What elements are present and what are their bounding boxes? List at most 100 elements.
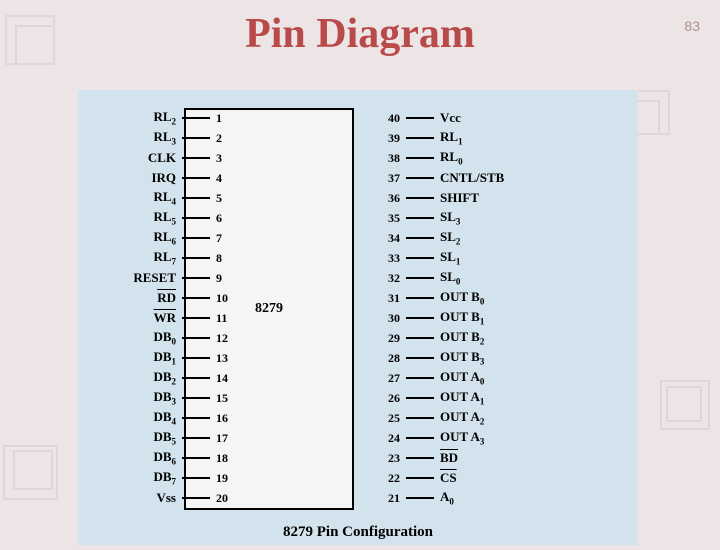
pin-row-left: DB7 19 bbox=[78, 468, 258, 488]
pin-number: 20 bbox=[216, 491, 258, 506]
pin-label: DB7 bbox=[153, 469, 176, 487]
pin-number: 21 bbox=[358, 491, 400, 506]
pin-row-right: 30OUT B1 bbox=[358, 308, 638, 328]
pin-row-left: IRQ4 bbox=[78, 168, 258, 188]
bg-decor bbox=[13, 450, 53, 490]
pin-line bbox=[406, 177, 434, 179]
pin-row-right: 36SHIFT bbox=[358, 188, 638, 208]
pin-label: DB0 bbox=[153, 329, 176, 347]
pin-row-right: 37 CNTL/STB bbox=[358, 168, 638, 188]
pin-line bbox=[406, 257, 434, 259]
pin-number: 19 bbox=[216, 471, 258, 486]
pin-number: 17 bbox=[216, 431, 258, 446]
pin-number: 7 bbox=[216, 231, 258, 246]
pin-label: CLK bbox=[148, 150, 176, 166]
pin-row-right: 32SL0 bbox=[358, 268, 638, 288]
pin-number: 8 bbox=[216, 251, 258, 266]
pin-number: 16 bbox=[216, 411, 258, 426]
pin-number: 2 bbox=[216, 131, 258, 146]
pin-number: 5 bbox=[216, 191, 258, 206]
pin-number: 10 bbox=[216, 291, 258, 306]
pin-label: WR bbox=[154, 310, 176, 326]
pin-row-right: 39RL1 bbox=[358, 128, 638, 148]
pin-label: RD bbox=[157, 290, 176, 306]
pin-line bbox=[182, 357, 210, 359]
pin-label: OUT A1 bbox=[440, 389, 484, 407]
pin-row-left: RL67 bbox=[78, 228, 258, 248]
pin-label: RL2 bbox=[153, 109, 176, 127]
pin-row-left: DB618 bbox=[78, 448, 258, 468]
pin-number: 14 bbox=[216, 371, 258, 386]
chip-label: 8279 bbox=[255, 301, 283, 317]
pin-row-left: DB416 bbox=[78, 408, 258, 428]
pin-label: DB6 bbox=[153, 449, 176, 467]
pin-line bbox=[406, 317, 434, 319]
pin-row-left: DB3 15 bbox=[78, 388, 258, 408]
pin-line bbox=[182, 157, 210, 159]
pin-label: OUT A0 bbox=[440, 369, 484, 387]
pin-row-right: 24OUT A3 bbox=[358, 428, 638, 448]
pin-line bbox=[182, 337, 210, 339]
pin-label: OUT B2 bbox=[440, 329, 484, 347]
pin-label: OUT A3 bbox=[440, 429, 484, 447]
pin-line bbox=[406, 357, 434, 359]
pin-number: 37 bbox=[358, 171, 400, 186]
pin-row-right: 31OUT B0 bbox=[358, 288, 638, 308]
pin-number: 23 bbox=[358, 451, 400, 466]
bg-decor bbox=[666, 386, 702, 422]
pin-row-right: 25OUT A2 bbox=[358, 408, 638, 428]
pin-number: 6 bbox=[216, 211, 258, 226]
pin-row-left: RL21 bbox=[78, 108, 258, 128]
pin-row-right: 28OUT B3 bbox=[358, 348, 638, 368]
pin-row-left: Vss20 bbox=[78, 488, 258, 508]
pin-number: 27 bbox=[358, 371, 400, 386]
pin-row-right: 34SL2 bbox=[358, 228, 638, 248]
pin-line bbox=[406, 117, 434, 119]
pin-label: DB3 bbox=[153, 389, 176, 407]
pin-number: 12 bbox=[216, 331, 258, 346]
pin-line bbox=[406, 197, 434, 199]
pin-number: 15 bbox=[216, 391, 258, 406]
pin-row-right: 21A0 bbox=[358, 488, 638, 508]
pin-number: 30 bbox=[358, 311, 400, 326]
pin-line bbox=[182, 417, 210, 419]
pin-line bbox=[182, 237, 210, 239]
pin-line bbox=[182, 117, 210, 119]
pin-number: 40 bbox=[358, 111, 400, 126]
pin-label: RL1 bbox=[440, 129, 463, 147]
pin-row-right: 35SL3 bbox=[358, 208, 638, 228]
pin-diagram: 8279 RL21RL32CLK3IRQ4RL45RL56RL67RL78RES… bbox=[78, 90, 638, 545]
pin-label: DB5 bbox=[153, 429, 176, 447]
pin-number: 31 bbox=[358, 291, 400, 306]
pin-number: 32 bbox=[358, 271, 400, 286]
pin-row-left: DB0 12 bbox=[78, 328, 258, 348]
pin-label: SL3 bbox=[440, 209, 460, 227]
pin-line bbox=[406, 397, 434, 399]
pin-line bbox=[406, 277, 434, 279]
pin-number: 26 bbox=[358, 391, 400, 406]
pin-row-left: RESET9 bbox=[78, 268, 258, 288]
pin-label: SHIFT bbox=[440, 190, 479, 206]
diagram-caption: 8279 Pin Configuration bbox=[283, 524, 433, 541]
pin-number: 4 bbox=[216, 171, 258, 186]
page-title: Pin Diagram bbox=[0, 10, 720, 58]
pin-row-left: DB5 17 bbox=[78, 428, 258, 448]
pin-line bbox=[406, 377, 434, 379]
pin-number: 22 bbox=[358, 471, 400, 486]
pin-label: RL0 bbox=[440, 149, 463, 167]
pin-row-right: 29OUT B2 bbox=[358, 328, 638, 348]
pin-line bbox=[406, 337, 434, 339]
pin-row-left: CLK3 bbox=[78, 148, 258, 168]
pin-label: RL7 bbox=[153, 249, 176, 267]
pin-line bbox=[182, 377, 210, 379]
pin-line bbox=[182, 457, 210, 459]
pin-line bbox=[182, 217, 210, 219]
pin-line bbox=[182, 177, 210, 179]
pin-row-left: RL7 8 bbox=[78, 248, 258, 268]
pin-label: SL1 bbox=[440, 249, 460, 267]
pin-row-left: RD 10 bbox=[78, 288, 258, 308]
pin-label: SL2 bbox=[440, 229, 460, 247]
pin-row-right: 22CS bbox=[358, 468, 638, 488]
pin-line bbox=[182, 297, 210, 299]
pin-label: CNTL/STB bbox=[440, 170, 504, 186]
